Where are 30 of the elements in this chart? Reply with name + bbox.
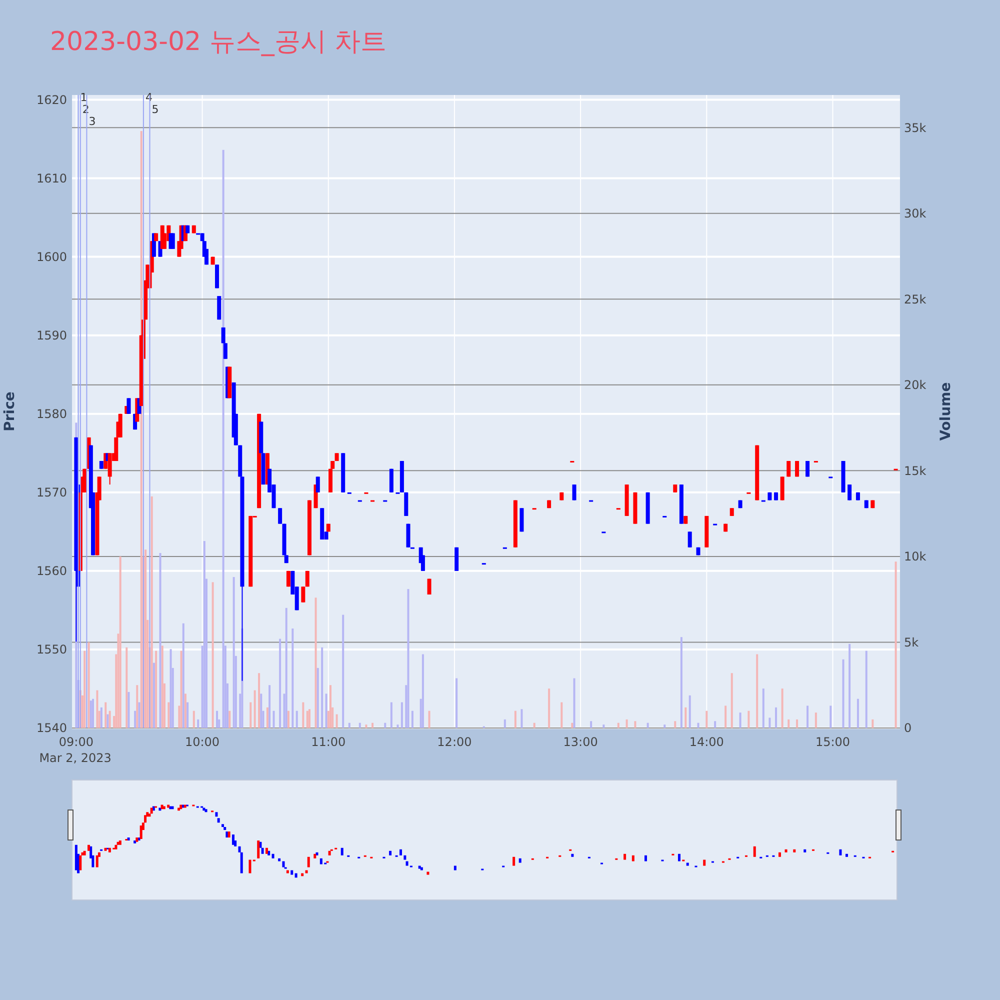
y2-axis-title: Volume bbox=[938, 382, 954, 441]
x-tick-label: 14:00 bbox=[689, 735, 724, 749]
x-tick-label: 13:00 bbox=[563, 735, 598, 749]
y-tick-label: 1590 bbox=[36, 328, 67, 343]
chart-title: 2023-03-02 뉴스_공시 차트 bbox=[50, 27, 387, 57]
y-tick-label: 1550 bbox=[36, 642, 67, 657]
x-tick-label: 15:00 bbox=[815, 735, 850, 749]
x-tick-label: 12:00 bbox=[437, 735, 472, 749]
y-tick-label: 1620 bbox=[36, 92, 67, 107]
y2-tick-label: 0 bbox=[904, 721, 912, 736]
ref-line-label: 3 bbox=[88, 115, 96, 128]
ref-line-label: 5 bbox=[152, 103, 159, 116]
y-tick-label: 1560 bbox=[36, 564, 67, 578]
y-tick-label: 1540 bbox=[36, 721, 67, 736]
y-tick-label: 1610 bbox=[36, 171, 67, 186]
x-tick-label: 10:00 bbox=[185, 735, 220, 749]
y2-tick-label: 15k bbox=[904, 464, 926, 478]
x-tick-label: 09:00 Mar 2, 2023 bbox=[39, 735, 112, 765]
y-tick-label: 1600 bbox=[36, 250, 67, 264]
y2-tick-label: 30k bbox=[904, 206, 926, 221]
y2-tick-label: 20k bbox=[904, 378, 926, 392]
y-tick-label: 1570 bbox=[36, 486, 67, 500]
ref-line-label: 1 bbox=[80, 91, 88, 104]
x-tick-label: 11:00 bbox=[311, 735, 346, 749]
y2-tick-label: 25k bbox=[904, 292, 926, 306]
y-axis-title: Price bbox=[2, 392, 18, 432]
y2-tick-label: 10k bbox=[904, 550, 926, 564]
y-tick-label: 1580 bbox=[36, 407, 67, 422]
y2-tick-label: 35k bbox=[904, 120, 926, 135]
y2-tick-label: 5k bbox=[904, 635, 919, 650]
